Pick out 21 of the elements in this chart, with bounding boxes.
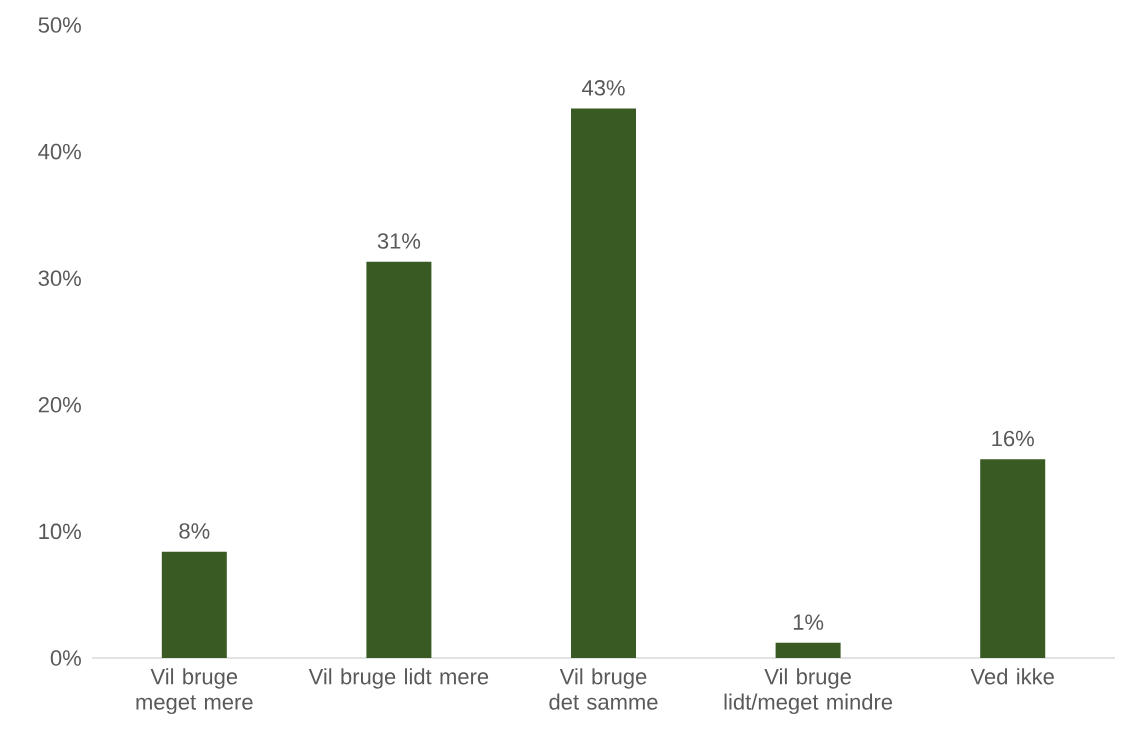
y-tick-label: 0%: [50, 650, 81, 666]
data-label: 31%: [377, 233, 421, 249]
bar: [366, 261, 432, 658]
y-tick-label: 20%: [38, 397, 81, 413]
bar: [980, 459, 1046, 658]
data-label: 16%: [992, 430, 1034, 447]
bar: [571, 108, 636, 658]
bar: [775, 642, 841, 658]
y-tick-label: 10%: [39, 523, 81, 540]
y-tick-label: 30%: [38, 270, 81, 286]
y-tick-label: 50%: [38, 17, 81, 33]
x-tick-label: Ved ikke: [970, 668, 1054, 685]
data-label: 8%: [179, 523, 210, 539]
y-tick-label: 40%: [38, 143, 81, 160]
data-label: 1%: [793, 614, 824, 630]
data-label: 43%: [581, 80, 625, 96]
x-tick-label: Vil bruge meget mere: [136, 668, 253, 715]
x-tick-label: Vil bruge lidt mere: [308, 668, 489, 689]
x-tick-label: Vil bruge lidt/meget mindre: [724, 668, 893, 715]
x-tick-label: Vil bruge det samme: [549, 668, 658, 710]
bar: [161, 551, 227, 658]
